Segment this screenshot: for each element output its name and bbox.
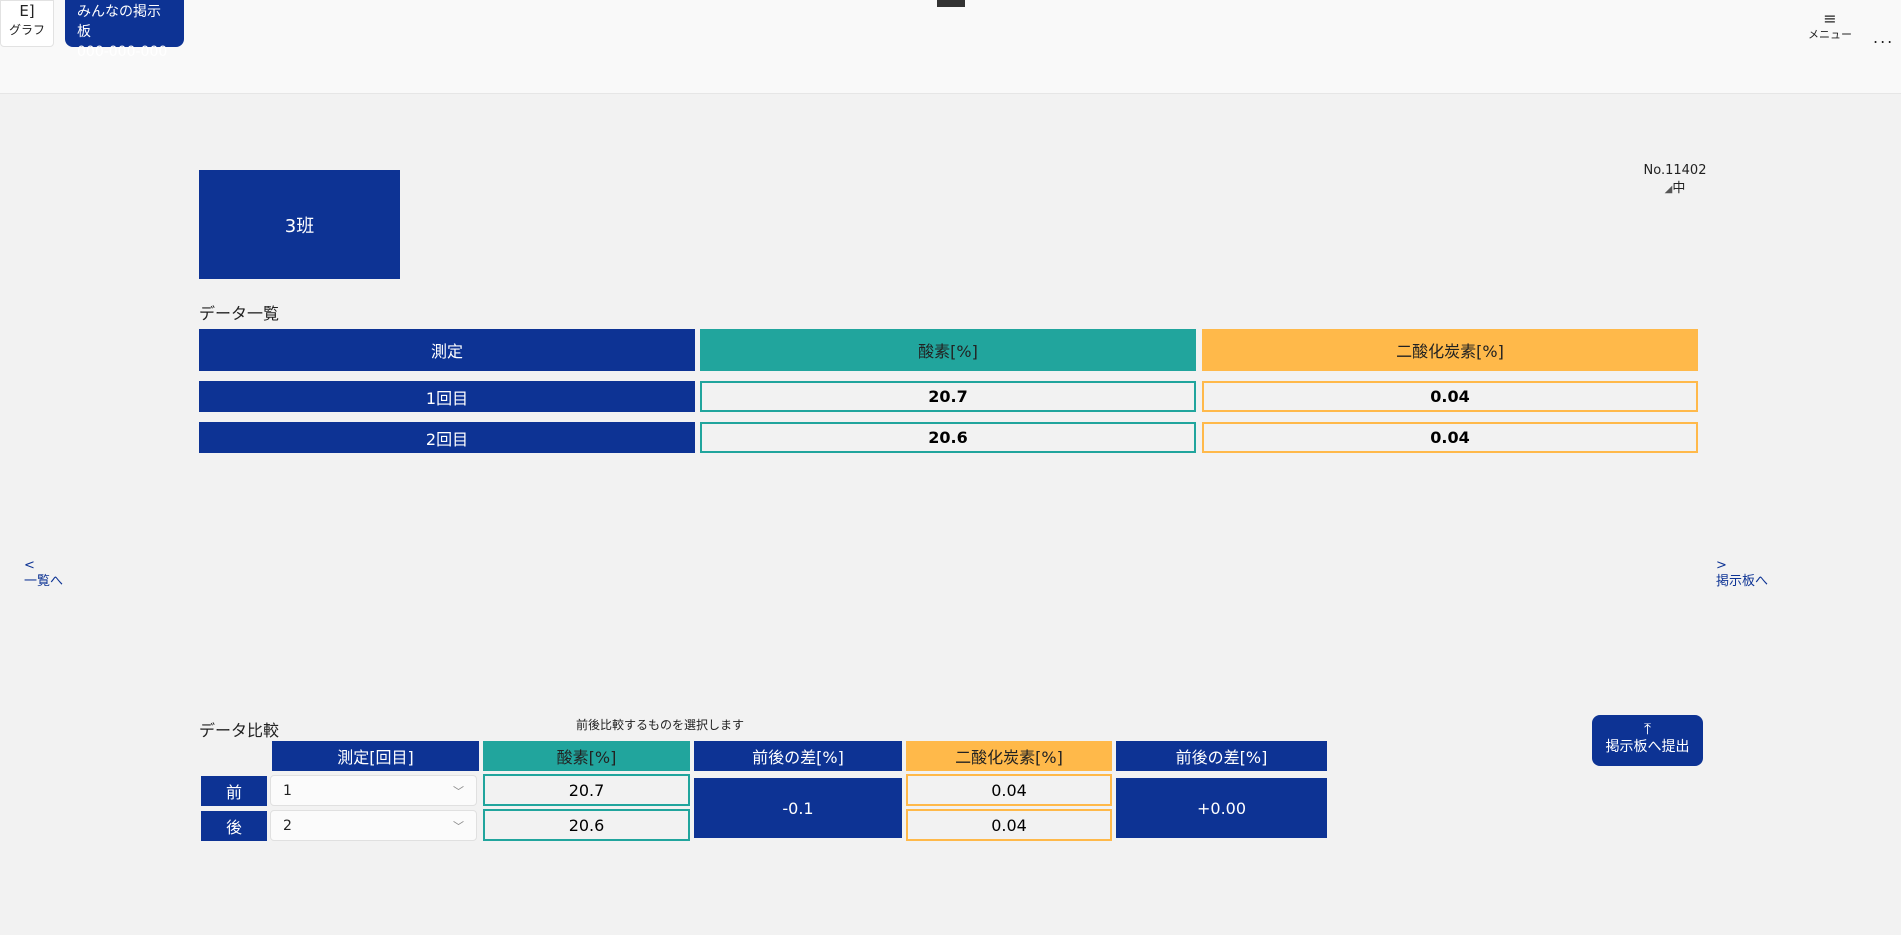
chevron-down-icon: ﹀ bbox=[453, 784, 464, 798]
co2-diff-value: +0.00 bbox=[1116, 778, 1327, 838]
before-select-value: 1 bbox=[283, 782, 292, 799]
list-row-co2: 0.04 bbox=[1202, 422, 1698, 453]
upload-icon: ⤒ bbox=[1643, 719, 1652, 738]
chevron-right-icon: > bbox=[1716, 558, 1727, 573]
prev-nav-link[interactable]: < 一覧へ bbox=[24, 558, 63, 590]
hamburger-icon: ≡ bbox=[1823, 9, 1837, 28]
oxygen-diff-value: -0.1 bbox=[694, 778, 902, 838]
compare-header-oxygen: 酸素[%] bbox=[483, 741, 690, 771]
signal-icon: ◢ bbox=[1664, 184, 1673, 195]
list-row-co2: 0.04 bbox=[1202, 381, 1698, 412]
prev-nav-label: 一覧へ bbox=[24, 574, 64, 589]
compare-header-oxygen-diff: 前後の差[%] bbox=[694, 741, 902, 771]
next-nav-link[interactable]: > 掲示板へ bbox=[1716, 558, 1768, 590]
chevron-down-icon: ﹀ bbox=[453, 819, 464, 833]
compare-after-oxygen: 20.6 bbox=[483, 809, 690, 841]
list-title: データ一覧 bbox=[199, 304, 280, 323]
list-row-label: 1回目 bbox=[199, 381, 695, 412]
compare-header-measure: 測定[回目] bbox=[272, 741, 479, 771]
more-button[interactable]: ... bbox=[1873, 28, 1895, 47]
group-name: 3班 bbox=[284, 215, 315, 237]
device-info: No.11402 ◢中 bbox=[1640, 162, 1710, 199]
compare-hint: 前後比較するものを選択します bbox=[575, 718, 744, 732]
signal-strength: 中 bbox=[1672, 181, 1686, 196]
board-id: 000-000-000 bbox=[77, 44, 168, 60]
top-bar bbox=[0, 0, 1901, 94]
board-button[interactable]: みんなの掲示板 000-000-000 bbox=[65, 0, 184, 60]
before-select[interactable]: 1 ﹀ bbox=[270, 775, 477, 806]
compare-row-before-label: 前 bbox=[201, 776, 267, 806]
compare-before-oxygen: 20.7 bbox=[483, 774, 690, 806]
window-handle bbox=[937, 0, 965, 7]
compare-title: データ比較 bbox=[199, 721, 280, 740]
board-title: みんなの掲示板 bbox=[77, 4, 161, 40]
graph-label: グラフ bbox=[8, 23, 45, 37]
group-badge: 3班 bbox=[199, 170, 400, 279]
device-number: No.11402 bbox=[1643, 163, 1707, 178]
list-row-label: 2回目 bbox=[199, 422, 695, 453]
menu-button[interactable]: ≡ メニュー bbox=[1805, 9, 1855, 42]
submit-label: 掲示板へ提出 bbox=[1605, 739, 1690, 755]
graph-button[interactable]: E] グラフ bbox=[0, 0, 54, 47]
compare-before-co2: 0.04 bbox=[906, 774, 1112, 806]
graph-icon: E] bbox=[19, 2, 35, 20]
next-nav-label: 掲示板へ bbox=[1716, 574, 1769, 589]
chevron-left-icon: < bbox=[24, 558, 35, 573]
list-header-co2: 二酸化炭素[%] bbox=[1202, 329, 1698, 371]
list-header-oxygen: 酸素[%] bbox=[700, 329, 1196, 371]
list-row-oxygen: 20.6 bbox=[700, 422, 1196, 453]
list-row-oxygen: 20.7 bbox=[700, 381, 1196, 412]
compare-row-after-label: 後 bbox=[201, 811, 267, 841]
menu-label: メニュー bbox=[1808, 28, 1852, 41]
compare-header-co2: 二酸化炭素[%] bbox=[906, 741, 1112, 771]
after-select[interactable]: 2 ﹀ bbox=[270, 810, 477, 841]
compare-after-co2: 0.04 bbox=[906, 809, 1112, 841]
compare-header-co2-diff: 前後の差[%] bbox=[1116, 741, 1327, 771]
submit-button[interactable]: ⤒ 掲示板へ提出 bbox=[1592, 715, 1703, 766]
list-header-measure: 測定 bbox=[199, 329, 695, 371]
after-select-value: 2 bbox=[283, 817, 292, 834]
